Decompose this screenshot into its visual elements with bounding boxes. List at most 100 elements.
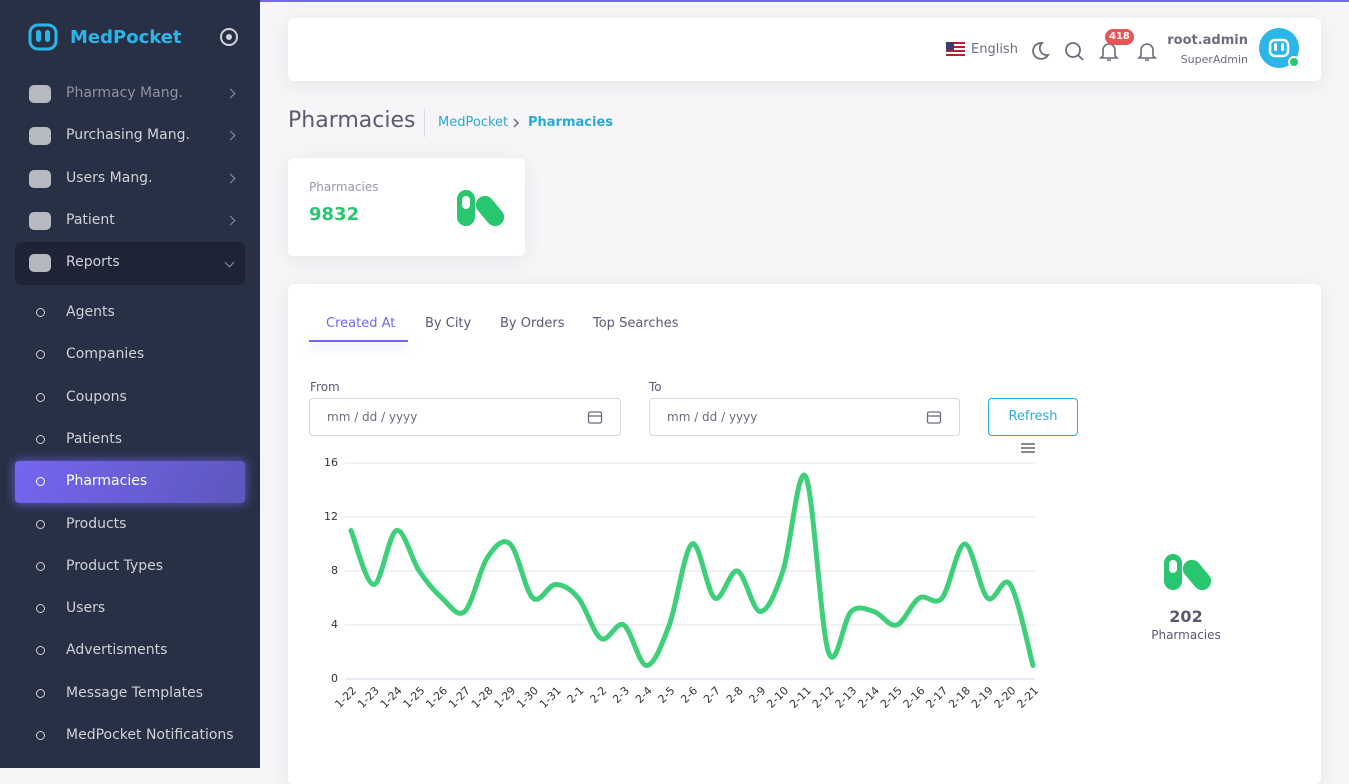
calendar-icon[interactable]: [926, 409, 942, 425]
tab[interactable]: Top Searches: [593, 316, 679, 331]
tab[interactable]: By Orders: [500, 316, 565, 331]
y-tick-label: 0: [331, 672, 338, 685]
x-tick-label: 1-31: [537, 684, 564, 711]
breadcrumb-chevron: [513, 118, 520, 128]
x-tick-label: 2-2: [587, 684, 609, 706]
submenu-item[interactable]: Pharmacies: [66, 473, 148, 490]
menu-item[interactable]: Pharmacy Mang.: [66, 85, 183, 101]
menu-item[interactable]: Patient: [66, 212, 115, 228]
submenu-bullet: [36, 519, 45, 529]
from-placeholder: mm / dd / yyyy: [327, 410, 418, 424]
x-tick-label: 2-15: [878, 684, 905, 711]
page: MedPocket Pharmacy Mang. Purchasing Mang.…: [0, 0, 1349, 768]
sidebar: MedPocket Pharmacy Mang. Purchasing Mang.…: [0, 0, 260, 768]
user-role: SuperAdmin: [1180, 53, 1248, 66]
language[interactable]: English: [971, 42, 1018, 57]
y-tick-label: 12: [324, 510, 338, 523]
submenu-item[interactable]: Products: [66, 515, 127, 532]
to-input[interactable]: mm / dd / yyyy: [649, 398, 960, 436]
x-tick-label: 2-18: [946, 684, 973, 711]
x-tick-label: 1-24: [378, 684, 405, 711]
submenu-bullet: [36, 350, 45, 360]
submenu-bullet: [36, 688, 45, 698]
pill-icon: [457, 190, 505, 227]
x-tick-label: 2-1: [565, 684, 587, 706]
x-tick-label: 2-4: [633, 684, 655, 706]
breadcrumb-current: Pharmacies: [528, 115, 614, 130]
summary-icon: [1164, 554, 1212, 591]
brand-name[interactable]: MedPocket: [70, 27, 182, 48]
user-avatar[interactable]: [1259, 28, 1303, 72]
submenu-item[interactable]: Message Templates: [66, 684, 203, 701]
x-tick-label: 2-11: [787, 684, 814, 711]
x-tick-label: 1-30: [514, 684, 541, 711]
top-border: [260, 0, 1349, 2]
x-tick-label: 2-21: [1014, 684, 1041, 711]
navbar-icons: [1032, 42, 1157, 61]
submenu-bullet: [36, 477, 45, 487]
x-tick-label: 1-23: [355, 684, 382, 711]
x-tick-label: 1-26: [423, 684, 450, 711]
brand-logo: [28, 23, 58, 51]
flag-icon: [946, 42, 965, 56]
x-tick-label: 2-6: [678, 684, 700, 706]
title-divider: [424, 109, 425, 137]
breadcrumb-link[interactable]: MedPocket: [438, 115, 509, 130]
submenu-bullet: [36, 604, 45, 614]
x-tick-label: 1-27: [446, 684, 473, 711]
submenu-item[interactable]: Patients: [66, 430, 123, 447]
submenu-item[interactable]: Users: [66, 600, 106, 617]
x-tick-label: 2-16: [901, 684, 928, 711]
summary-value: 202: [1169, 607, 1203, 626]
menu-active-group: [15, 242, 245, 285]
calendar-icon[interactable]: [587, 409, 603, 425]
tab[interactable]: Created At: [326, 316, 396, 331]
page-title: Pharmacies: [288, 108, 416, 133]
menu-icon: [29, 85, 51, 103]
from-input[interactable]: mm / dd / yyyy: [309, 398, 621, 436]
submenu-item[interactable]: Product Types: [66, 557, 164, 574]
submenu-item[interactable]: MedPocket Notifications: [66, 727, 234, 743]
tab[interactable]: By City: [425, 316, 472, 331]
submenu-item[interactable]: Agents: [66, 304, 115, 320]
to-label: To: [649, 380, 662, 394]
submenu-item[interactable]: Coupons: [66, 388, 127, 405]
line-series: [348, 472, 1036, 668]
x-tick-label: 2-14: [855, 684, 882, 711]
x-tick-label: 1-29: [492, 684, 519, 711]
stat-label: Pharmacies: [309, 180, 379, 194]
menu-icon: [29, 127, 51, 145]
from-label: From: [310, 380, 340, 394]
chart-menu[interactable]: [1021, 443, 1035, 453]
y-tick-label: 4: [331, 618, 338, 631]
line-chart: 04812161-221-231-241-251-261-271-281-291…: [324, 443, 1041, 711]
submenu-bullet: [36, 646, 45, 656]
submenu-item[interactable]: Advertisments: [66, 642, 168, 659]
menu-item[interactable]: Purchasing Mang.: [66, 127, 190, 143]
submenu-bullet: [36, 434, 45, 444]
submenu-active: [15, 461, 245, 503]
stat-value: 9832: [309, 204, 360, 225]
x-tick-label: 2-19: [969, 684, 996, 711]
submenu-item[interactable]: Companies: [66, 346, 145, 363]
x-tick-label: 2-13: [833, 684, 860, 711]
summary-label: Pharmacies: [1151, 628, 1221, 642]
tab-underline: [309, 340, 408, 342]
y-tick-label: 8: [331, 564, 338, 577]
notification-badge: 418: [1105, 29, 1134, 45]
menu-chevron: [225, 173, 236, 184]
x-tick-label: 2-5: [656, 684, 678, 706]
submenu-bullet: [36, 308, 45, 317]
menu-icon: [29, 254, 51, 272]
x-tick-label: 2-3: [610, 684, 632, 706]
menu-icon: [29, 170, 51, 188]
user-name[interactable]: root.admin: [1167, 33, 1248, 48]
menu-item[interactable]: Reports: [66, 254, 120, 270]
menu-chevron: [225, 215, 236, 226]
menu-item[interactable]: Users Mang.: [66, 170, 153, 186]
navbar: English 418 root.admin SuperAdmin: [288, 18, 1321, 81]
collapse-toggle[interactable]: [219, 27, 239, 47]
x-tick-label: 1-28: [469, 684, 496, 711]
refresh-button[interactable]: Refresh: [988, 398, 1078, 436]
x-tick-label: 2-20: [992, 684, 1019, 711]
